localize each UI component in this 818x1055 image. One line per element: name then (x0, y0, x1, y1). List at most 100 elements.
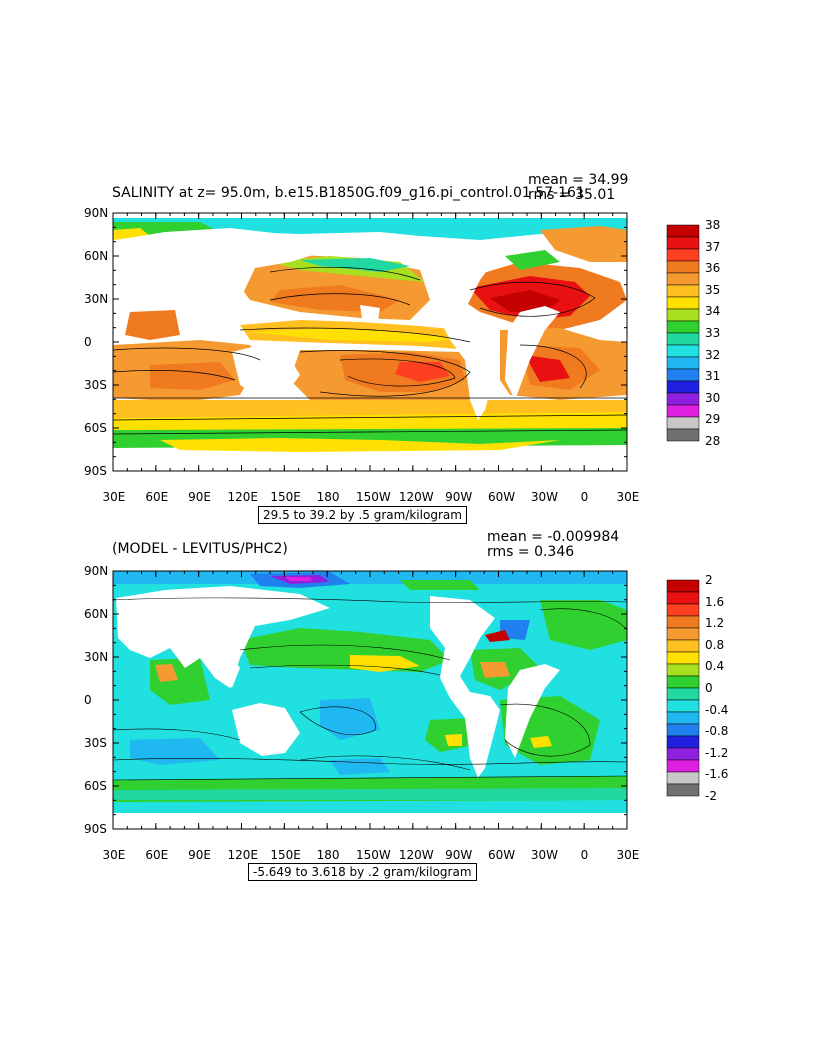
colorbar-label: 36 (705, 261, 721, 276)
lat-tick-label: 30N (84, 650, 109, 664)
lon-tick-label: 30E (616, 490, 640, 504)
colorbar-segment (666, 332, 700, 346)
panel1-title: SALINITY at z= 95.0m, b.e15.B1850G.f09_g… (112, 185, 585, 201)
panel1-colorbar (666, 224, 700, 442)
lon-tick-label: 150W (356, 848, 391, 862)
colorbar-segment (666, 699, 700, 713)
panel1-map (112, 212, 628, 472)
panel2-range-label: -5.649 to 3.618 by .2 gram/kilogram (248, 863, 477, 881)
lon-tick-label: 30E (616, 848, 640, 862)
colorbar-label: -1.6 (705, 767, 729, 782)
colorbar-segment (666, 368, 700, 382)
colorbar-label: 0.4 (705, 659, 725, 674)
colorbar-segment (666, 236, 700, 250)
lat-tick-label: 60N (84, 249, 109, 263)
colorbar-segment (666, 308, 700, 322)
panel1-mean: mean = 34.99 (528, 172, 629, 188)
colorbar-segment (666, 380, 700, 394)
lat-tick-label: 30S (84, 378, 107, 392)
lat-tick-label: 60S (84, 779, 107, 793)
colorbar-segment (666, 248, 700, 262)
colorbar-label: 32 (705, 347, 721, 362)
colorbar-label: 28 (705, 434, 721, 448)
lat-tick-label: 0 (84, 335, 92, 349)
lon-tick-label: 90E (188, 490, 212, 504)
colorbar-segment (666, 428, 700, 442)
colorbar-label: 38 (705, 218, 721, 232)
lon-tick-label: 90W (445, 848, 473, 862)
lon-tick-label: 30W (530, 490, 558, 504)
colorbar-segment (666, 783, 700, 797)
colorbar-label: 33 (705, 326, 721, 340)
lon-tick-label: 150W (356, 490, 391, 504)
colorbar-segment (666, 579, 700, 593)
lon-tick-label: 90E (188, 848, 212, 862)
panel1-rms: rms = 35.01 (528, 187, 616, 203)
colorbar-label: -0.4 (705, 702, 729, 717)
lat-tick-label: 30N (84, 292, 109, 306)
colorbar-segment (666, 272, 700, 286)
colorbar-segment (666, 687, 700, 701)
panel2-rms: rms = 0.346 (487, 544, 575, 560)
colorbar-segment (666, 416, 700, 430)
lon-tick-label: 30W (530, 848, 558, 862)
lat-tick-label: 30S (84, 736, 107, 750)
lon-tick-label: 180 (316, 848, 340, 862)
panel2-colorbar (666, 579, 700, 797)
colorbar-label: 1.6 (705, 594, 725, 609)
colorbar-segment (666, 392, 700, 406)
colorbar-segment (666, 747, 700, 761)
colorbar-segment (666, 663, 700, 677)
colorbar-label: 1.2 (705, 616, 725, 631)
colorbar-label: 29 (705, 412, 721, 427)
colorbar-segment (666, 759, 700, 773)
colorbar-segment (666, 224, 700, 238)
colorbar-label: 2 (705, 573, 713, 587)
lat-tick-label: 90N (84, 564, 109, 578)
lon-tick-label: 0 (580, 490, 589, 504)
colorbar-label: 35 (705, 282, 721, 297)
lon-tick-label: 150E (270, 490, 301, 504)
colorbar-label: -2 (705, 789, 717, 803)
colorbar-segment (666, 320, 700, 334)
colorbar-segment (666, 284, 700, 298)
axis-ticks (112, 212, 628, 830)
colorbar-segment (666, 260, 700, 274)
lat-tick-label: 60S (84, 421, 107, 435)
colorbar-label: 34 (705, 304, 721, 319)
lon-tick-label: 30E (102, 490, 126, 504)
colorbar-segment (666, 627, 700, 641)
colorbar-segment (666, 603, 700, 617)
colorbar-segment (666, 344, 700, 358)
colorbar-segment (666, 675, 700, 689)
lon-tick-label: 30E (102, 848, 126, 862)
panel2-mean: mean = -0.009984 (487, 529, 620, 545)
colorbar-segment (666, 711, 700, 725)
lon-tick-label: 180 (316, 490, 340, 504)
colorbar-label: -1.2 (705, 745, 729, 760)
colorbar-label: 37 (705, 239, 721, 254)
colorbar-segment (666, 723, 700, 737)
panel1-range-label: 29.5 to 39.2 by .5 gram/kilogram (258, 506, 467, 524)
lon-tick-label: 120W (398, 848, 434, 862)
colorbar-segment (666, 735, 700, 749)
colorbar-segment (666, 404, 700, 418)
colorbar-segment (666, 591, 700, 605)
panel2-map (112, 570, 628, 830)
lon-tick-label: 60W (488, 848, 516, 862)
lat-tick-label: 90S (84, 822, 107, 836)
lon-tick-label: 90W (445, 490, 473, 504)
lat-tick-label: 60N (84, 607, 109, 621)
lon-tick-label: 60E (145, 848, 169, 862)
panel2-title: (MODEL - LEVITUS/PHC2) (112, 541, 288, 557)
colorbar-label: 0 (705, 681, 713, 695)
lon-tick-label: 120W (398, 490, 434, 504)
lat-tick-label: 0 (84, 693, 92, 707)
colorbar-segment (666, 615, 700, 629)
colorbar-label: -0.8 (705, 724, 729, 739)
colorbar-label: 0.8 (705, 637, 725, 652)
colorbar-segment (666, 771, 700, 785)
colorbar-label: 31 (705, 369, 721, 384)
lat-tick-label: 90N (84, 206, 109, 220)
